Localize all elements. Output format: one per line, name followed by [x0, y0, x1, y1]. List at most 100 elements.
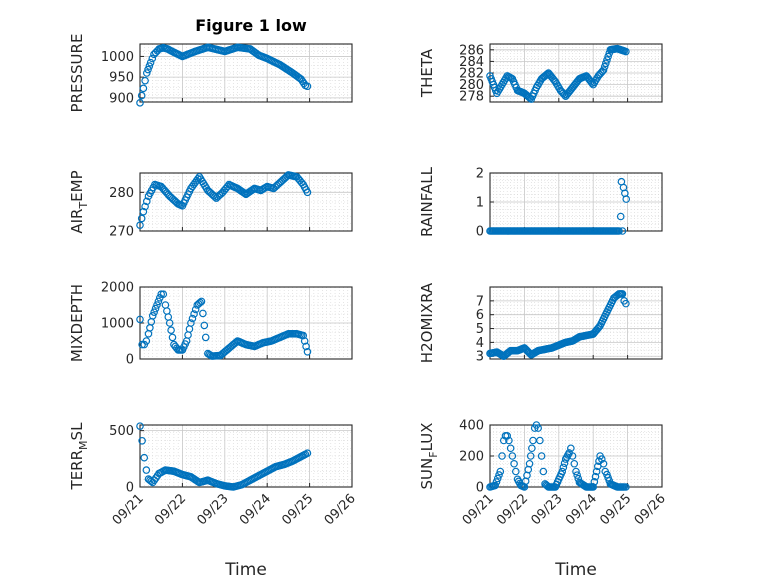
- y-label-main: H2OMIXRA: [418, 282, 436, 363]
- data-point: [570, 459, 579, 468]
- y-tick-label: 4: [476, 336, 484, 351]
- data-point: [572, 467, 580, 476]
- data-point: [559, 463, 568, 472]
- data-point: [191, 305, 200, 314]
- y-tick-label: 1000: [101, 50, 134, 65]
- data-point: [303, 347, 312, 356]
- y-tick-label: 0: [126, 481, 134, 496]
- data-point: [537, 452, 546, 460]
- data-point: [167, 326, 175, 335]
- y-tick-label: 500: [109, 424, 134, 439]
- x-tick-label: 09/24: [237, 491, 274, 528]
- data-point: [560, 459, 569, 468]
- data-point: [615, 227, 623, 235]
- data-point: [185, 325, 194, 333]
- y-tick-label: 2000: [101, 281, 134, 296]
- y-tick-label: 3: [476, 350, 484, 365]
- y-label-subscript: T: [77, 202, 90, 210]
- y-label-main: SUN: [418, 458, 436, 490]
- y-label-main: AIR: [68, 209, 86, 234]
- data-point: [190, 310, 198, 318]
- data-point: [168, 333, 177, 342]
- subplot-1: 900 950 1000 PRESSURE: [68, 34, 353, 113]
- subplot-7: 0 500 09/21 09/22 09/23 09/24 09/25 09/26 Time TE…: [68, 422, 359, 580]
- y-label-main: TERR: [68, 450, 86, 491]
- data-point: [137, 91, 146, 100]
- data-point: [622, 47, 630, 56]
- data-point: [153, 301, 161, 309]
- data-point: [187, 319, 195, 327]
- data-point: [157, 290, 166, 299]
- data-point: [232, 338, 240, 347]
- data-point: [144, 65, 152, 74]
- data-point: [622, 299, 630, 308]
- y-tick-label: 1000: [101, 317, 134, 332]
- data-point: [188, 314, 197, 323]
- axes-box: [139, 172, 353, 232]
- data-point: [300, 337, 309, 345]
- x-tick-label: 09/22: [494, 491, 531, 528]
- data-point: [591, 472, 600, 481]
- data-point: [492, 478, 501, 486]
- data-point: [616, 212, 625, 221]
- data-point: [136, 221, 144, 230]
- data-point: [495, 471, 503, 479]
- data-point: [525, 93, 533, 101]
- y-tick-label: 7: [476, 294, 484, 309]
- data-point: [194, 477, 202, 486]
- data-point: [493, 474, 502, 483]
- data-point: [589, 483, 598, 491]
- data-point: [150, 308, 158, 317]
- x-tick-label: 09/25: [597, 491, 634, 528]
- y-label-subscript: M: [77, 440, 90, 450]
- data-point: [211, 193, 219, 201]
- data-point: [503, 432, 512, 440]
- data-point: [599, 66, 608, 74]
- data-point: [622, 483, 630, 491]
- y-label-tail: EMP: [68, 170, 86, 201]
- data-point: [534, 424, 542, 432]
- y-tick-label: 282: [459, 67, 484, 82]
- data-point: [141, 202, 149, 211]
- data-point: [528, 444, 536, 453]
- y-axis-label: MIXDEPTH: [68, 284, 86, 362]
- data-point: [165, 319, 174, 327]
- data-point: [496, 467, 505, 476]
- x-tick-label: 09/26: [632, 491, 669, 528]
- data-point: [196, 298, 204, 307]
- y-tick-label: 900: [109, 91, 134, 106]
- x-axis-label: Time: [554, 560, 597, 580]
- y-label-main: MIXDEPTH: [68, 284, 86, 362]
- data-point: [136, 315, 144, 324]
- data-point: [159, 290, 168, 299]
- data-point: [602, 59, 610, 68]
- y-label-main: RAINFALL: [418, 166, 436, 237]
- subplot-4: 0 1 2 RAINFALL: [418, 166, 663, 240]
- data-point: [568, 452, 577, 460]
- axes-box: [139, 424, 353, 488]
- y-label-main: PRESSURE: [68, 34, 86, 113]
- x-tick-label: 09/22: [152, 491, 189, 528]
- data-point: [508, 452, 517, 460]
- data-point: [303, 188, 312, 197]
- subplot-5: 0 1000 2000 MIXDEPTH: [68, 281, 353, 368]
- data-point: [536, 436, 544, 445]
- y-tick-label: 1: [476, 196, 484, 211]
- data-point: [146, 323, 154, 332]
- y-tick-label: 6: [476, 308, 484, 323]
- data-point: [303, 82, 312, 91]
- data-point: [595, 323, 603, 331]
- data-point: [622, 195, 631, 203]
- data-point: [505, 436, 513, 445]
- x-tick-label: 09/25: [279, 491, 316, 528]
- data-point: [506, 444, 515, 453]
- axes-box: [489, 286, 663, 360]
- data-point: [164, 313, 173, 321]
- y-tick-label: 5: [476, 322, 484, 337]
- data-point: [140, 453, 149, 462]
- y-axis-label: PRESSURE: [68, 34, 86, 113]
